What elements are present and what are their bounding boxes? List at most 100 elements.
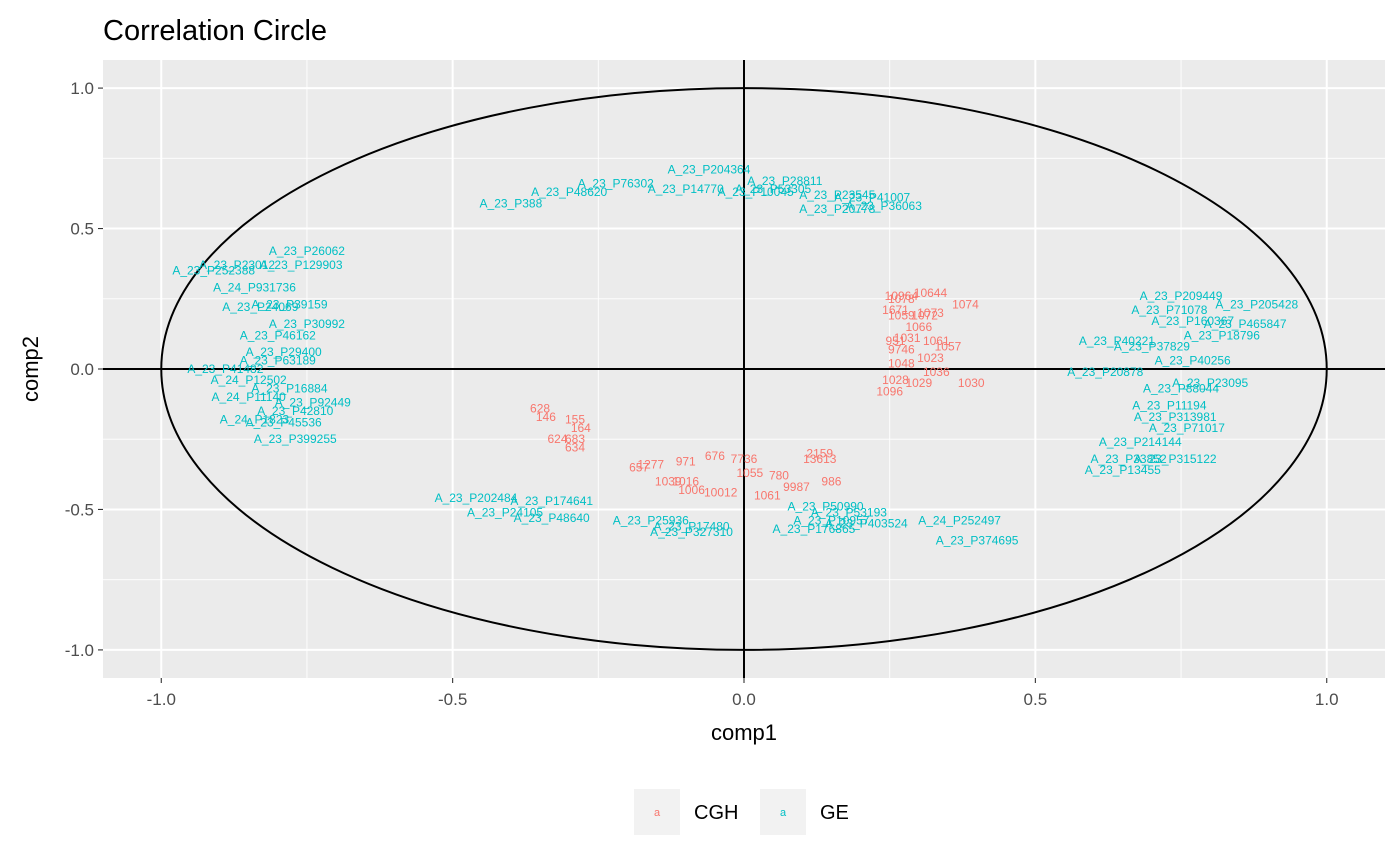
point-label-ge: A_23_P315122 [1134,452,1217,466]
point-label-ge: A_23_P76302 [578,177,654,191]
point-label-cgh: 2159 [806,446,833,460]
point-label-ge: A_23_P11194 [1132,399,1207,413]
point-label-ge: A_23_P50990 [788,500,864,514]
point-label-cgh: 155 [565,413,585,427]
point-label-cgh: 1023 [917,351,944,365]
point-label-ge: A_23_P205428 [1215,297,1298,311]
point-label-cgh: 657 [629,460,649,474]
point-label-ge: A_23_P214144 [1099,435,1182,449]
point-label-ge: A_23_P18796 [1184,328,1260,342]
point-label-ge: A_23_P23012 [199,258,275,272]
x-tick-label: 0.5 [1024,690,1048,709]
point-label-ge: A_23_P313981 [1134,410,1217,424]
point-label-ge: A_23_P202484 [435,491,518,505]
point-label-cgh: 986 [821,474,841,488]
legend-key-glyph: a [654,807,661,819]
y-axis-title: comp2 [18,336,43,402]
point-label-cgh: 971 [676,455,696,469]
point-label-ge: A_23_P63189 [240,354,316,368]
x-axis-title: comp1 [711,720,777,745]
point-label-cgh: 624 [548,432,568,446]
point-label-cgh: 1048 [888,356,915,370]
point-label-ge: A_23_P36063 [846,199,922,213]
point-label-ge: A_23_P465847 [1204,317,1287,331]
point-label-ge: A_23_P23095 [1172,376,1248,390]
x-tick-label: 1.0 [1315,690,1339,709]
point-label-ge: A_23_P24105 [467,505,543,519]
point-label-cgh: 10964 [885,289,919,303]
point-label-ge: A_23_P71017 [1149,421,1225,435]
point-label-cgh: 1031 [894,331,921,345]
point-label-ge: A_23_P92449 [275,396,351,410]
point-label-ge: A_23_P388 [480,196,543,210]
point-label-ge: A_23_P33852 [1091,452,1167,466]
point-label-ge: A_23_P88044 [1143,382,1219,396]
point-label-cgh: 1057 [935,340,962,354]
point-label-ge: A_23_P20878 [1067,365,1143,379]
point-label-cgh: 1073 [917,306,944,320]
point-label-ge: A_23_P209449 [1140,289,1223,303]
point-label-ge: A_23_P23545 [799,188,875,202]
point-label-ge: A_23_P29400 [246,345,322,359]
point-label-ge: A_23_P30992 [269,317,345,331]
point-label-cgh: 1671 [882,303,909,317]
point-label-ge: A_23_P40221 [1079,334,1155,348]
x-tick-label: -0.5 [438,690,467,709]
point-label-ge: A_23_P37829 [1114,340,1190,354]
point-label-cgh: 1036 [923,365,950,379]
point-label-ge: A_23_P48640 [514,511,590,525]
reference-lines [103,60,1385,678]
point-label-cgh: 1074 [952,297,979,311]
point-label-cgh: 634 [565,441,585,455]
point-label-cgh: 1072 [911,309,938,323]
point-label-ge: A_24_P252497 [918,514,1001,528]
point-label-ge: A_23_P41482 [187,362,263,376]
point-label-cgh: 13613 [803,452,837,466]
point-label-cgh: 1066 [905,320,932,334]
point-label-cgh: 146 [536,410,556,424]
point-label-cgh: 1016 [672,474,699,488]
point-label-cgh: 10644 [914,286,948,300]
point-label-cgh: 1028 [882,373,909,387]
point-label-cgh: 676 [705,449,725,463]
point-label-cgh: 628 [530,401,550,415]
point-label-ge: A_23_P24069 [222,300,298,314]
point-label-ge: A_23_P48620 [531,185,607,199]
point-label-ge: A_24_P11140 [212,390,287,404]
legend-label-cgh: CGH [694,802,738,824]
point-label-cgh: 9746 [888,342,915,356]
point-label-ge: A_23_P20778 [799,202,875,216]
point-label-ge: A_23_P399255 [254,432,337,446]
x-tick-label: -1.0 [147,690,176,709]
point-label-ge: A_23_P25936 [613,514,689,528]
chart-title: Correlation Circle [103,15,327,47]
point-label-cgh: 1055 [736,466,763,480]
point-label-cgh: 1029 [905,376,932,390]
point-label-cgh: 1030 [958,376,985,390]
point-label-cgh: 1061 [923,334,950,348]
axis-ticks: -1.0 -0.5 0.0 0.5 1.0 -1.0 -0.5 0.0 0.5 1.0 [65,79,1339,709]
point-label-ge: A_24_P1823 [220,413,290,427]
point-label-cgh: 7736 [731,452,758,466]
point-label-ge: A_23_P204364 [668,163,751,177]
unit-circle [160,87,1328,651]
point-label-ge: A_24_P12502 [211,373,287,387]
point-label-cgh: 164 [571,421,591,435]
point-label-cgh: 1059 [888,309,915,323]
point-label-ge: A_23_P10045 [718,185,794,199]
point-label-ge: A_23_P53305 [735,182,811,196]
point-label-ge: A_23_P71078 [1131,303,1207,317]
point-label-ge: A_23_P374695 [936,533,1019,547]
point-label-ge: A_23_P252388 [172,264,255,278]
point-label-ge: A_23_P45536 [246,415,322,429]
point-label-cgh: 1277 [637,458,664,472]
legend-key-ge [760,789,806,835]
point-label-cgh: 780 [769,469,789,483]
point-label-ge: A_23_P176865 [773,522,856,536]
point-label-cgh: 1078 [888,292,915,306]
point-label-ge: A_23_P403524 [825,517,908,531]
y-tick-label: 0.5 [70,220,94,239]
point-label-ge: A_23_P160367 [1151,314,1234,328]
